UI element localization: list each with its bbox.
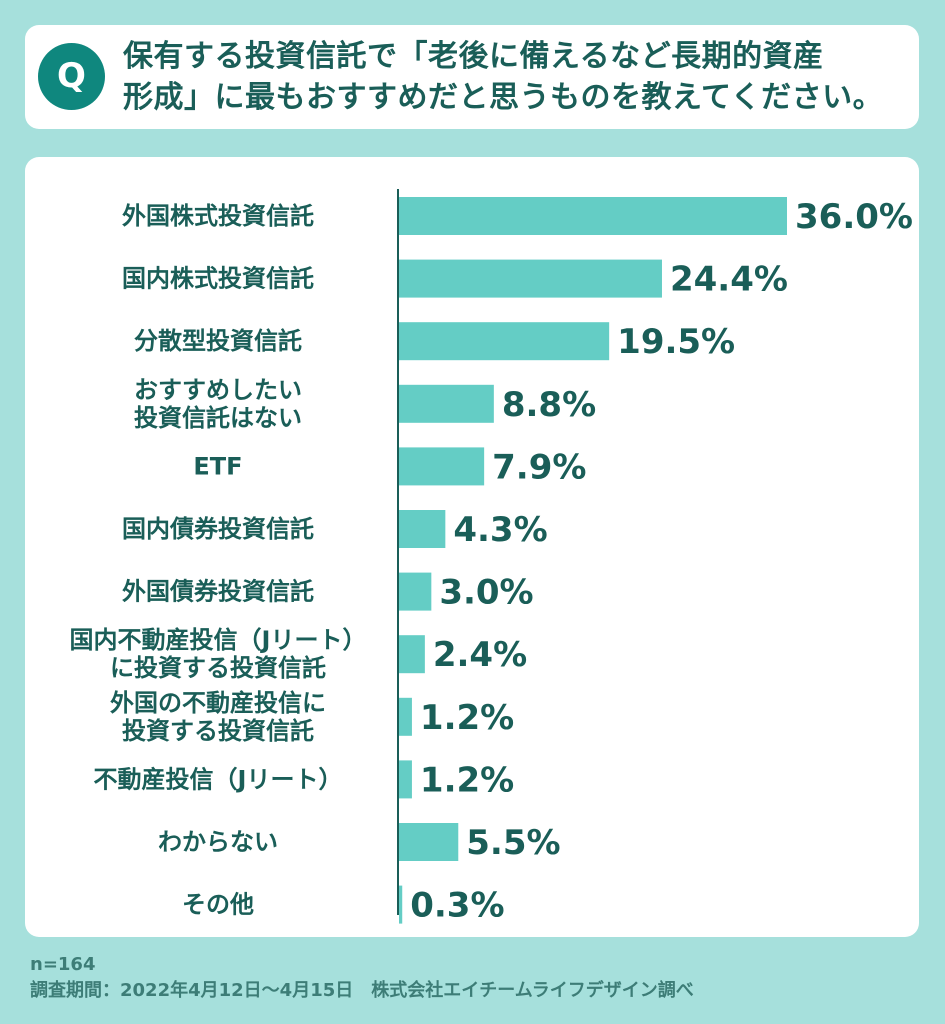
value-label-4: 7.9%: [492, 447, 586, 487]
category-label-10-0: わからない: [158, 828, 278, 856]
category-label-5-0: 国内債券投資信託: [122, 515, 314, 543]
category-label-8-0: 外国の不動産投信に: [110, 689, 326, 717]
category-label-3-0: おすすめしたい: [134, 376, 302, 404]
value-label-7: 2.4%: [433, 635, 527, 675]
bar-1: [399, 259, 662, 298]
question-line-2: 形成」に最もおすすめだと思うものを教えてください。: [123, 80, 884, 115]
bar-8: [399, 697, 412, 736]
value-label-11: 0.3%: [410, 886, 504, 926]
category-label-11-0: その他: [182, 891, 254, 919]
category-label-6-0: 外国債券投資信託: [122, 578, 314, 606]
category-label-7-1: に投資する投資信託: [110, 654, 326, 682]
bar-0: [399, 197, 787, 235]
bar-5: [399, 510, 446, 548]
bar-3: [399, 384, 494, 423]
value-label-8: 1.2%: [420, 698, 514, 738]
value-label-3: 8.8%: [502, 385, 596, 425]
chart-panel: 36.0% 外国株式投資信託 24.4% 国内株式投資信託 19.5% 分散型投資信託 8.…: [25, 157, 919, 937]
bar-6: [399, 572, 432, 611]
sample-size: n=164: [30, 954, 96, 975]
value-label-1: 24.4%: [670, 260, 788, 300]
bar-11: [399, 885, 403, 924]
category-label-7-0: 国内不動産投信（Jリート）: [70, 626, 367, 654]
question-box: Q 保有する投資信託で「老後に備えるなど長期的資産 形成」に最もおすすめだと思う…: [25, 25, 919, 129]
footer: n=164 調査期間：2022年4月12日〜4月15日 株式会社エイチームライフ…: [30, 952, 910, 1004]
bar-7: [399, 635, 425, 674]
question-text: 保有する投資信託で「老後に備えるなど長期的資産 形成」に最もおすすめだと思うもの…: [123, 36, 908, 118]
category-label-9-0: 不動産投信（Jリート）: [94, 765, 343, 793]
category-label-4-0: ETF: [193, 452, 242, 480]
bar-10: [399, 823, 459, 861]
bar-chart: 36.0% 外国株式投資信託 24.4% 国内株式投資信託 19.5% 分散型投資信託 8.…: [70, 189, 913, 926]
value-label-5: 4.3%: [453, 510, 547, 550]
category-label-2-0: 分散型投資信託: [134, 327, 302, 355]
category-label-3-1: 投資信託はない: [134, 404, 302, 432]
bar-4: [399, 447, 485, 486]
value-label-2: 19.5%: [617, 322, 735, 362]
question-line-1: 保有する投資信託で「老後に備えるなど長期的資産: [123, 39, 824, 74]
category-label-1-0: 国内株式投資信託: [122, 265, 314, 293]
bar-9: [399, 760, 412, 799]
value-label-9: 1.2%: [420, 760, 514, 800]
survey-note: 調査期間：2022年4月12日〜4月15日 株式会社エイチームライフデザイン調べ: [30, 980, 694, 1001]
category-label-8-1: 投資する投資信託: [122, 717, 314, 745]
value-label-0: 36.0%: [795, 197, 913, 237]
bar-2: [399, 322, 610, 361]
value-label-10: 5.5%: [466, 823, 560, 863]
question-badge: Q: [38, 43, 105, 110]
value-label-6: 3.0%: [439, 573, 533, 613]
category-label-0-0: 外国株式投資信託: [122, 202, 314, 230]
